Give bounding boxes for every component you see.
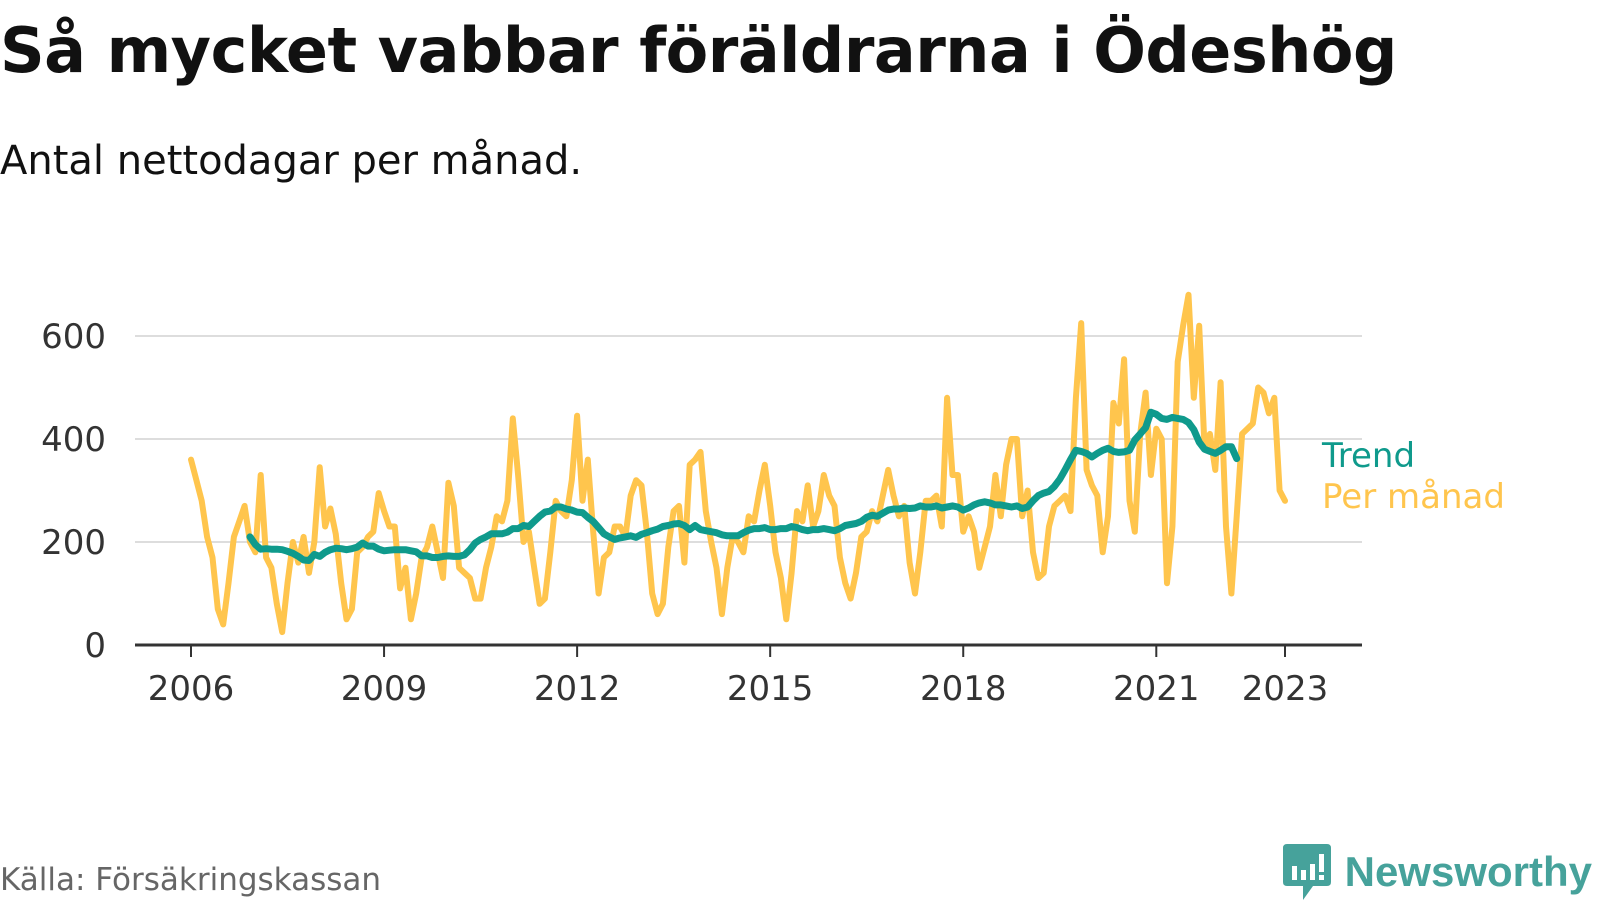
data-series bbox=[188, 291, 1288, 636]
x-tick-label: 2006 bbox=[148, 669, 235, 709]
chart-subtitle: Antal nettodagar per månad. bbox=[0, 138, 583, 184]
source-note: Källa: Försäkringskassan bbox=[0, 862, 382, 898]
chart-title: Så mycket vabbar föräldrarna i Ödeshög bbox=[0, 14, 1397, 87]
y-tick-label: 600 bbox=[41, 317, 106, 357]
brand-name: Newsworthy bbox=[1344, 848, 1592, 895]
x-tick-label: 2018 bbox=[920, 669, 1007, 709]
x-tick-label: 2012 bbox=[534, 669, 621, 709]
x-axis-ticks: 2006 2009 2012 2015 2018 2021 2023 bbox=[148, 645, 1329, 709]
newsworthy-logo-icon bbox=[1282, 844, 1331, 900]
x-tick-label: 2021 bbox=[1113, 669, 1200, 709]
x-tick-label: 2023 bbox=[1242, 669, 1329, 709]
trend-label: Trend bbox=[1321, 436, 1415, 476]
monthly-line bbox=[188, 291, 1288, 636]
y-tick-label: 400 bbox=[41, 420, 106, 460]
monthly-label: Per månad bbox=[1322, 477, 1505, 517]
x-tick-label: 2009 bbox=[341, 669, 428, 709]
y-tick-label: 0 bbox=[84, 626, 106, 666]
trend-line bbox=[246, 408, 1241, 564]
x-tick-label: 2015 bbox=[727, 669, 814, 709]
y-tick-label: 200 bbox=[41, 523, 106, 563]
brand[interactable]: Newsworthy bbox=[1281, 842, 1592, 902]
y-axis-ticks: 0 200 400 600 bbox=[41, 317, 106, 666]
